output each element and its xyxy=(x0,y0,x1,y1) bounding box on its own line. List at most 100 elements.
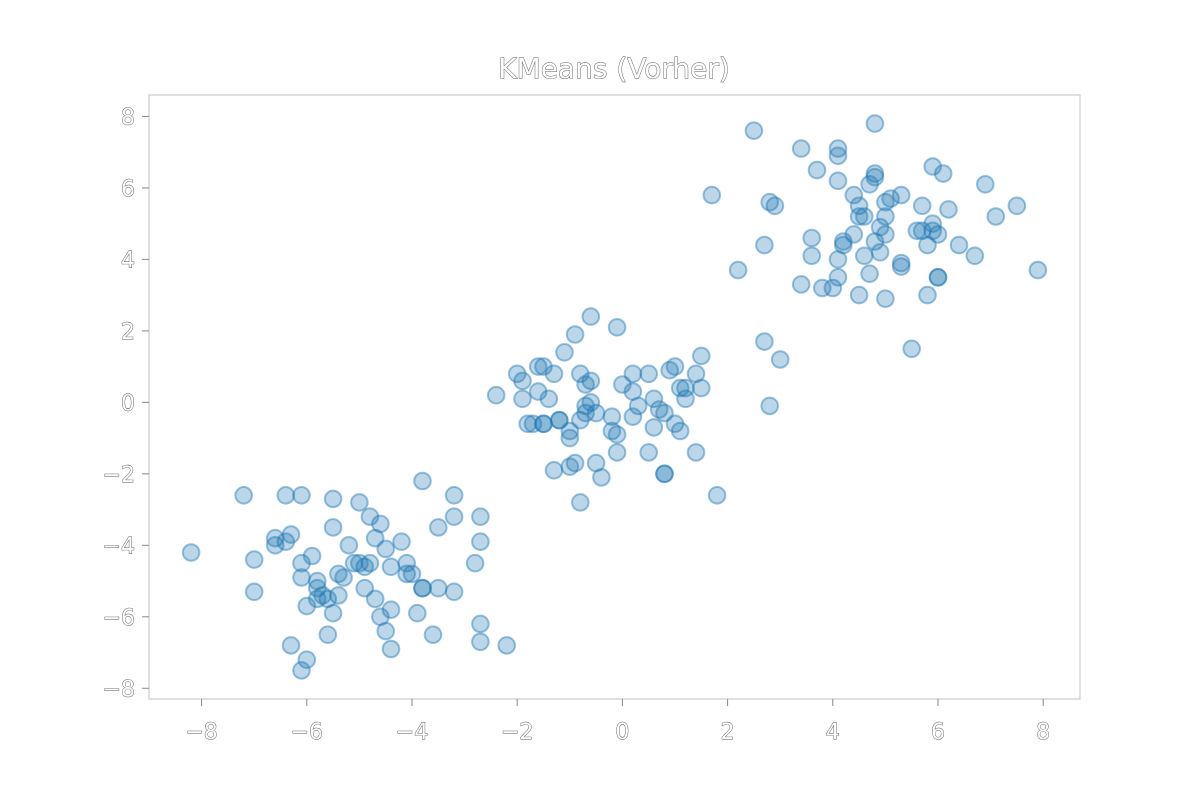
data-point xyxy=(823,278,843,298)
data-point xyxy=(355,557,375,577)
data-point xyxy=(465,553,485,573)
data-point xyxy=(471,614,490,634)
data-point xyxy=(770,350,790,369)
data-point xyxy=(665,357,685,376)
data-point xyxy=(660,360,680,380)
data-point xyxy=(276,532,296,552)
data-point xyxy=(865,167,885,187)
data-point xyxy=(571,493,590,512)
data-point xyxy=(313,586,332,605)
data-point xyxy=(918,235,937,255)
data-point xyxy=(639,364,659,384)
axes-layer: −8 −6 −4 −2 0 2 4 6 8 −8 −6 −4 −2 0 2 4 6 8 xyxy=(102,105,1051,745)
data-point xyxy=(350,553,369,573)
data-point xyxy=(360,553,380,573)
data-point xyxy=(891,257,911,276)
data-point xyxy=(828,268,848,287)
data-point xyxy=(902,339,922,359)
data-point xyxy=(371,514,390,534)
data-point xyxy=(755,235,774,255)
x-tick-label: 0 xyxy=(615,720,629,745)
data-point xyxy=(860,175,879,194)
x-tick-label: 6 xyxy=(931,720,945,745)
data-point xyxy=(844,225,864,244)
data-point xyxy=(528,382,548,401)
data-point xyxy=(518,414,538,434)
data-point xyxy=(813,278,832,298)
data-point xyxy=(534,414,553,434)
data-point xyxy=(513,371,532,391)
data-point xyxy=(344,553,364,573)
data-point xyxy=(607,318,627,337)
data-point xyxy=(376,621,396,641)
data-point xyxy=(870,217,890,237)
data-point xyxy=(760,192,780,212)
data-point xyxy=(571,410,590,430)
data-point xyxy=(592,468,611,487)
data-point xyxy=(791,275,811,294)
data-point xyxy=(586,403,606,423)
data-point xyxy=(760,396,780,416)
data-point xyxy=(728,260,748,280)
data-point xyxy=(628,396,648,416)
data-point xyxy=(339,536,359,555)
data-point xyxy=(744,121,764,140)
data-point xyxy=(670,421,690,441)
data-point xyxy=(381,600,401,620)
data-point xyxy=(876,225,895,244)
data-point xyxy=(918,285,937,305)
data-point xyxy=(602,421,622,441)
chart-title: KMeans (Vorher) xyxy=(498,52,730,85)
data-point xyxy=(670,378,690,398)
data-point xyxy=(644,418,664,437)
data-point xyxy=(828,171,848,191)
data-point xyxy=(555,343,574,362)
data-point xyxy=(323,603,343,623)
data-point xyxy=(644,389,664,409)
data-point xyxy=(865,164,885,183)
data-point xyxy=(402,564,422,584)
data-point xyxy=(702,185,722,205)
data-point xyxy=(855,207,874,226)
data-point xyxy=(528,357,548,376)
data-point xyxy=(933,164,953,183)
x-tick-label: −2 xyxy=(501,720,533,745)
data-point xyxy=(276,486,296,505)
data-point xyxy=(828,139,848,158)
data-point xyxy=(876,289,895,309)
data-point xyxy=(655,403,674,423)
x-tick-label: −6 xyxy=(291,720,323,745)
data-point xyxy=(281,525,301,544)
data-point xyxy=(497,636,517,655)
data-point xyxy=(534,357,553,376)
data-point xyxy=(923,214,943,233)
data-point xyxy=(923,157,943,176)
data-point xyxy=(607,425,627,444)
data-point xyxy=(544,461,564,480)
data-point xyxy=(707,486,727,505)
data-point xyxy=(912,196,932,216)
data-point xyxy=(855,246,874,266)
data-point xyxy=(565,325,585,344)
data-point xyxy=(860,264,879,284)
data-point xyxy=(550,410,569,430)
data-point xyxy=(1028,260,1048,280)
data-point xyxy=(607,443,627,462)
data-point xyxy=(471,632,490,652)
data-point xyxy=(623,382,643,401)
x-tick-label: −8 xyxy=(185,720,217,745)
data-point xyxy=(881,189,900,208)
data-point xyxy=(297,650,317,670)
data-point xyxy=(381,639,401,659)
data-point xyxy=(523,414,543,434)
data-point xyxy=(413,471,432,491)
data-point xyxy=(429,578,448,598)
data-point xyxy=(376,539,396,559)
points-layer xyxy=(181,114,1048,680)
data-point xyxy=(534,414,553,434)
data-point xyxy=(323,489,343,509)
data-point xyxy=(586,453,606,473)
data-point xyxy=(292,553,311,573)
data-point xyxy=(676,378,695,398)
data-point xyxy=(849,207,869,226)
